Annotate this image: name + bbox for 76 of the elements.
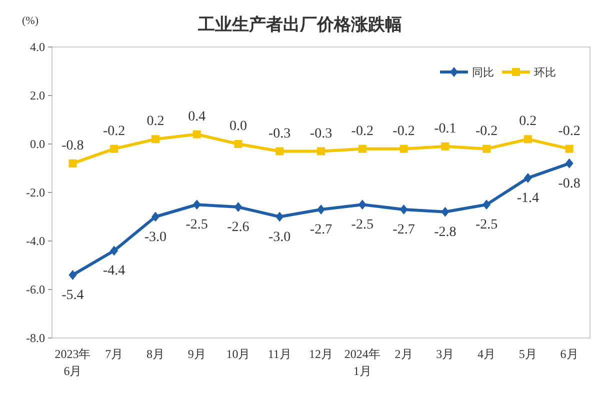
point xyxy=(482,144,491,153)
point xyxy=(151,135,160,144)
point xyxy=(358,144,366,153)
xtick: 9月 xyxy=(188,347,206,361)
xtick: 12月 xyxy=(309,347,333,361)
label: -2.6 xyxy=(227,220,250,236)
point xyxy=(400,144,408,153)
point xyxy=(276,212,284,222)
label: -2.8 xyxy=(434,224,456,240)
label: 0.0 xyxy=(229,119,247,134)
xtick: 5月 xyxy=(518,347,537,361)
point xyxy=(192,130,201,138)
label: -0.3 xyxy=(310,126,332,142)
point xyxy=(317,147,325,156)
point xyxy=(192,200,201,210)
xtick: 8月 xyxy=(146,347,164,361)
legend: 环比 xyxy=(534,67,556,79)
xtick: 4月 xyxy=(478,347,496,361)
point xyxy=(524,172,532,183)
label: -2.7 xyxy=(392,222,415,238)
point xyxy=(68,159,77,168)
point xyxy=(482,200,491,210)
xtick: 2024年 1月 xyxy=(344,347,380,378)
label: -2.5 xyxy=(351,218,374,233)
label: -0.8 xyxy=(62,138,84,154)
point xyxy=(524,135,532,144)
xtick: 7月 xyxy=(105,347,124,361)
xtick: 6月 xyxy=(560,347,578,361)
point xyxy=(68,270,77,280)
label: 0.4 xyxy=(188,109,206,124)
point xyxy=(441,206,450,217)
point xyxy=(151,212,160,222)
ytick: 2.0 xyxy=(30,88,45,102)
label: -0.3 xyxy=(268,126,291,142)
label: 0.2 xyxy=(146,114,164,130)
point xyxy=(276,147,284,156)
label: -2.5 xyxy=(186,218,208,233)
ytick: -6.0 xyxy=(26,282,45,296)
legend: 同比 xyxy=(472,67,494,79)
xtick: 11月 xyxy=(268,347,292,361)
xtick: 2月 xyxy=(394,347,413,361)
label: -2.5 xyxy=(475,218,498,233)
label: -0.2 xyxy=(558,124,580,139)
xtick: 3月 xyxy=(436,347,454,361)
label: -0.2 xyxy=(392,124,415,139)
point xyxy=(234,202,242,212)
label: -0.1 xyxy=(434,121,456,136)
label: 0.2 xyxy=(519,114,537,130)
point xyxy=(565,144,574,153)
xtick: 2023年 6月 xyxy=(54,347,91,378)
label: -4.4 xyxy=(103,264,126,279)
label: -3.0 xyxy=(268,230,291,245)
ytick: -2.0 xyxy=(26,186,45,200)
ytick: -8.0 xyxy=(26,331,45,345)
label: -2.7 xyxy=(310,222,332,238)
label: -0.8 xyxy=(558,176,580,192)
point xyxy=(317,204,325,214)
point xyxy=(400,204,408,214)
ytick: 0.0 xyxy=(30,137,45,151)
ytick: -4.0 xyxy=(26,234,45,248)
point xyxy=(565,158,574,168)
label: -0.2 xyxy=(351,124,374,139)
point xyxy=(110,144,118,153)
label: -3.0 xyxy=(144,230,167,245)
point xyxy=(441,142,450,150)
label: -5.4 xyxy=(62,288,84,303)
point xyxy=(358,200,366,210)
label: -0.2 xyxy=(103,124,126,139)
title: 工业生产者出厂价格涨跌幅 xyxy=(198,15,402,34)
label: -1.4 xyxy=(516,190,539,206)
label: -0.2 xyxy=(475,124,498,139)
ylabel: (%) xyxy=(22,15,38,27)
point xyxy=(234,140,242,148)
point xyxy=(110,246,118,256)
ytick: 4.0 xyxy=(30,40,45,54)
xtick: 10月 xyxy=(226,347,250,361)
